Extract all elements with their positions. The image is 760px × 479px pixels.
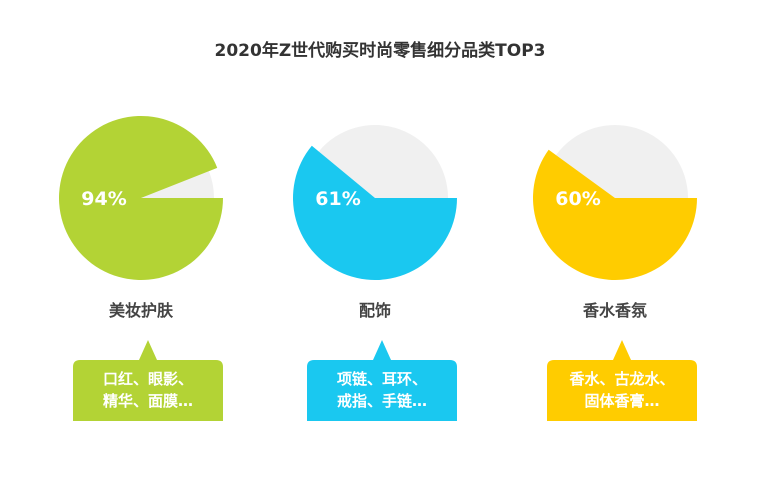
callout-shape (547, 340, 697, 421)
pie-value-slice (293, 145, 457, 280)
pie-value-slice (58, 115, 224, 280)
callout-box: 香水、古龙水、固体香膏… (547, 340, 697, 421)
callout-text: 香水、古龙水、 (569, 370, 674, 388)
pie-remainder-slice (318, 125, 448, 198)
category-label: 美妆护肤 (109, 301, 174, 320)
pie-remainder-slice (141, 171, 214, 198)
pie-value-slice (533, 149, 697, 280)
callout-text: 口红、眼影、 (103, 370, 193, 388)
data-label: 94% (81, 188, 126, 210)
data-label: 61% (315, 188, 360, 210)
callout-shape (307, 340, 457, 421)
callout-box: 口红、眼影、精华、面膜… (73, 340, 223, 421)
category-label: 香水香氛 (582, 301, 647, 320)
data-label: 60% (555, 188, 600, 210)
category-label: 配饰 (359, 301, 391, 320)
callout-box: 项链、耳环、戒指、手链… (307, 340, 457, 421)
callout-text: 项链、耳环、 (337, 370, 427, 388)
pie-2: 61% 配饰项链、耳环、戒指、手链… (293, 125, 457, 421)
callout-shape (73, 340, 223, 421)
pie-1: 94% 美妆护肤口红、眼影、精华、面膜… (58, 115, 224, 421)
pie-3: 60% 香水香氛香水、古龙水、固体香膏… (533, 124, 697, 421)
callout-text: 戒指、手链… (337, 392, 427, 410)
callout-text: 精华、面膜… (103, 392, 193, 410)
chart-title: 2020年Z世代购买时尚零售细分品类TOP3 (215, 40, 546, 61)
pie-remainder-slice (555, 124, 688, 198)
callout-text: 固体香膏… (584, 392, 659, 410)
